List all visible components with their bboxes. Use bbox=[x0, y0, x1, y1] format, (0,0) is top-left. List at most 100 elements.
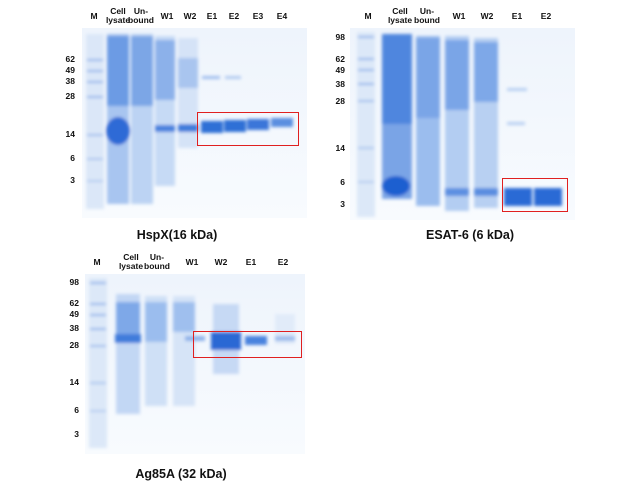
marker-label: 3 bbox=[74, 429, 79, 439]
w2-band bbox=[474, 188, 498, 196]
marker-band bbox=[90, 410, 106, 412]
lane-label-unbound: Un- bound bbox=[128, 6, 154, 25]
w2-smear bbox=[178, 58, 198, 88]
w2-band bbox=[178, 124, 198, 132]
marker-label: 38 bbox=[335, 79, 345, 89]
w1-band bbox=[155, 125, 175, 132]
marker-band bbox=[87, 96, 103, 98]
lane-label-w2: W2 bbox=[183, 11, 197, 21]
lane-label-w1: W1 bbox=[185, 257, 199, 267]
marker-label: 28 bbox=[65, 91, 75, 101]
e2-band bbox=[224, 120, 246, 132]
gel-image-esat6 bbox=[350, 28, 575, 220]
lane-label-e3: E3 bbox=[252, 11, 264, 21]
marker-band bbox=[90, 382, 106, 384]
marker-band bbox=[87, 70, 103, 72]
marker-label: 14 bbox=[65, 129, 75, 139]
e2-band bbox=[534, 188, 562, 206]
lane-label-unbound: Un- bound bbox=[414, 6, 440, 25]
e1-band bbox=[245, 336, 267, 345]
marker-label: 3 bbox=[340, 199, 345, 209]
marker-band bbox=[90, 282, 106, 284]
lane-label-w2: W2 bbox=[480, 11, 494, 21]
lane-label-e4: E4 bbox=[276, 11, 288, 21]
marker-label: 28 bbox=[69, 340, 79, 350]
w2-band bbox=[211, 332, 241, 350]
marker-band bbox=[90, 345, 106, 347]
cell-lysate-band bbox=[115, 334, 141, 343]
marker-band bbox=[358, 58, 374, 60]
marker-label: 28 bbox=[335, 96, 345, 106]
marker-label: 49 bbox=[69, 309, 79, 319]
lane-label-w2: W2 bbox=[214, 257, 228, 267]
marker-label: 38 bbox=[69, 323, 79, 333]
cell-lysate-band bbox=[106, 117, 130, 145]
highlight-box-hspx bbox=[197, 112, 299, 146]
lane-label-cell-lysate: Cell lysate bbox=[118, 252, 144, 271]
panel-caption-esat6: ESAT-6 (6 kDa) bbox=[426, 228, 514, 242]
marker-band bbox=[90, 314, 106, 316]
marker-label: 3 bbox=[70, 175, 75, 185]
highlight-box-esat6 bbox=[502, 178, 568, 212]
gel-image-hspx bbox=[82, 28, 307, 218]
unbound-smear bbox=[145, 302, 167, 342]
marker-label: 49 bbox=[65, 65, 75, 75]
marker-band bbox=[87, 158, 103, 160]
marker-label: 62 bbox=[69, 298, 79, 308]
e2-band bbox=[275, 336, 295, 341]
marker-label: 6 bbox=[74, 405, 79, 415]
e1-band bbox=[201, 121, 223, 133]
marker-label: 62 bbox=[335, 54, 345, 64]
w1-smear bbox=[445, 40, 469, 110]
marker-band bbox=[358, 36, 374, 38]
lane-label-unbound: Un- bound bbox=[144, 252, 170, 271]
marker-lane bbox=[357, 32, 375, 217]
cell-lysate-smear bbox=[107, 36, 129, 106]
w2-smear bbox=[474, 42, 498, 102]
panel-caption-ag85a: Ag85A (32 kDa) bbox=[135, 467, 227, 481]
w1-band bbox=[445, 188, 469, 196]
marker-label: 49 bbox=[335, 65, 345, 75]
e3-band bbox=[247, 119, 269, 130]
lane-label-e2: E2 bbox=[228, 11, 240, 21]
unbound-smear bbox=[131, 36, 153, 106]
lane-label-e2: E2 bbox=[540, 11, 552, 21]
marker-band bbox=[90, 328, 106, 330]
lane-label-e1: E1 bbox=[245, 257, 257, 267]
marker-band bbox=[90, 303, 106, 305]
w1-smear bbox=[173, 302, 195, 332]
marker-lane bbox=[86, 34, 104, 209]
marker-lane bbox=[89, 278, 107, 448]
lane-label-cell-lysate: Cell lysate bbox=[387, 6, 413, 25]
lane-label-w1: W1 bbox=[452, 11, 466, 21]
marker-label: 38 bbox=[65, 76, 75, 86]
lane-label-m: M bbox=[90, 11, 98, 21]
marker-label: 14 bbox=[335, 143, 345, 153]
marker-band bbox=[87, 59, 103, 61]
lane-label-e2: E2 bbox=[277, 257, 289, 267]
w1-smear bbox=[155, 40, 175, 100]
marker-band bbox=[358, 69, 374, 71]
lane-label-e1: E1 bbox=[511, 11, 523, 21]
w1-band bbox=[185, 336, 205, 341]
marker-band bbox=[358, 83, 374, 85]
lane-label-m: M bbox=[93, 257, 101, 267]
e2-faint-band bbox=[225, 76, 241, 79]
e1-faint-band bbox=[202, 76, 220, 79]
marker-band bbox=[87, 134, 103, 136]
marker-band bbox=[87, 180, 103, 182]
e1-faint-band bbox=[507, 88, 527, 91]
gel-image-ag85a bbox=[85, 274, 305, 454]
unbound-smear bbox=[416, 38, 440, 118]
marker-label: 6 bbox=[340, 177, 345, 187]
cell-lysate-smear bbox=[382, 34, 412, 124]
highlight-box-ag85a bbox=[193, 331, 302, 358]
marker-label: 6 bbox=[70, 153, 75, 163]
marker-band bbox=[358, 181, 374, 183]
lane-label-e1: E1 bbox=[206, 11, 218, 21]
cell-lysate-band bbox=[382, 176, 410, 196]
marker-band bbox=[358, 100, 374, 102]
marker-band bbox=[87, 81, 103, 83]
marker-label: 62 bbox=[65, 54, 75, 64]
lane-label-cell-lysate: Cell lysate bbox=[105, 6, 131, 25]
